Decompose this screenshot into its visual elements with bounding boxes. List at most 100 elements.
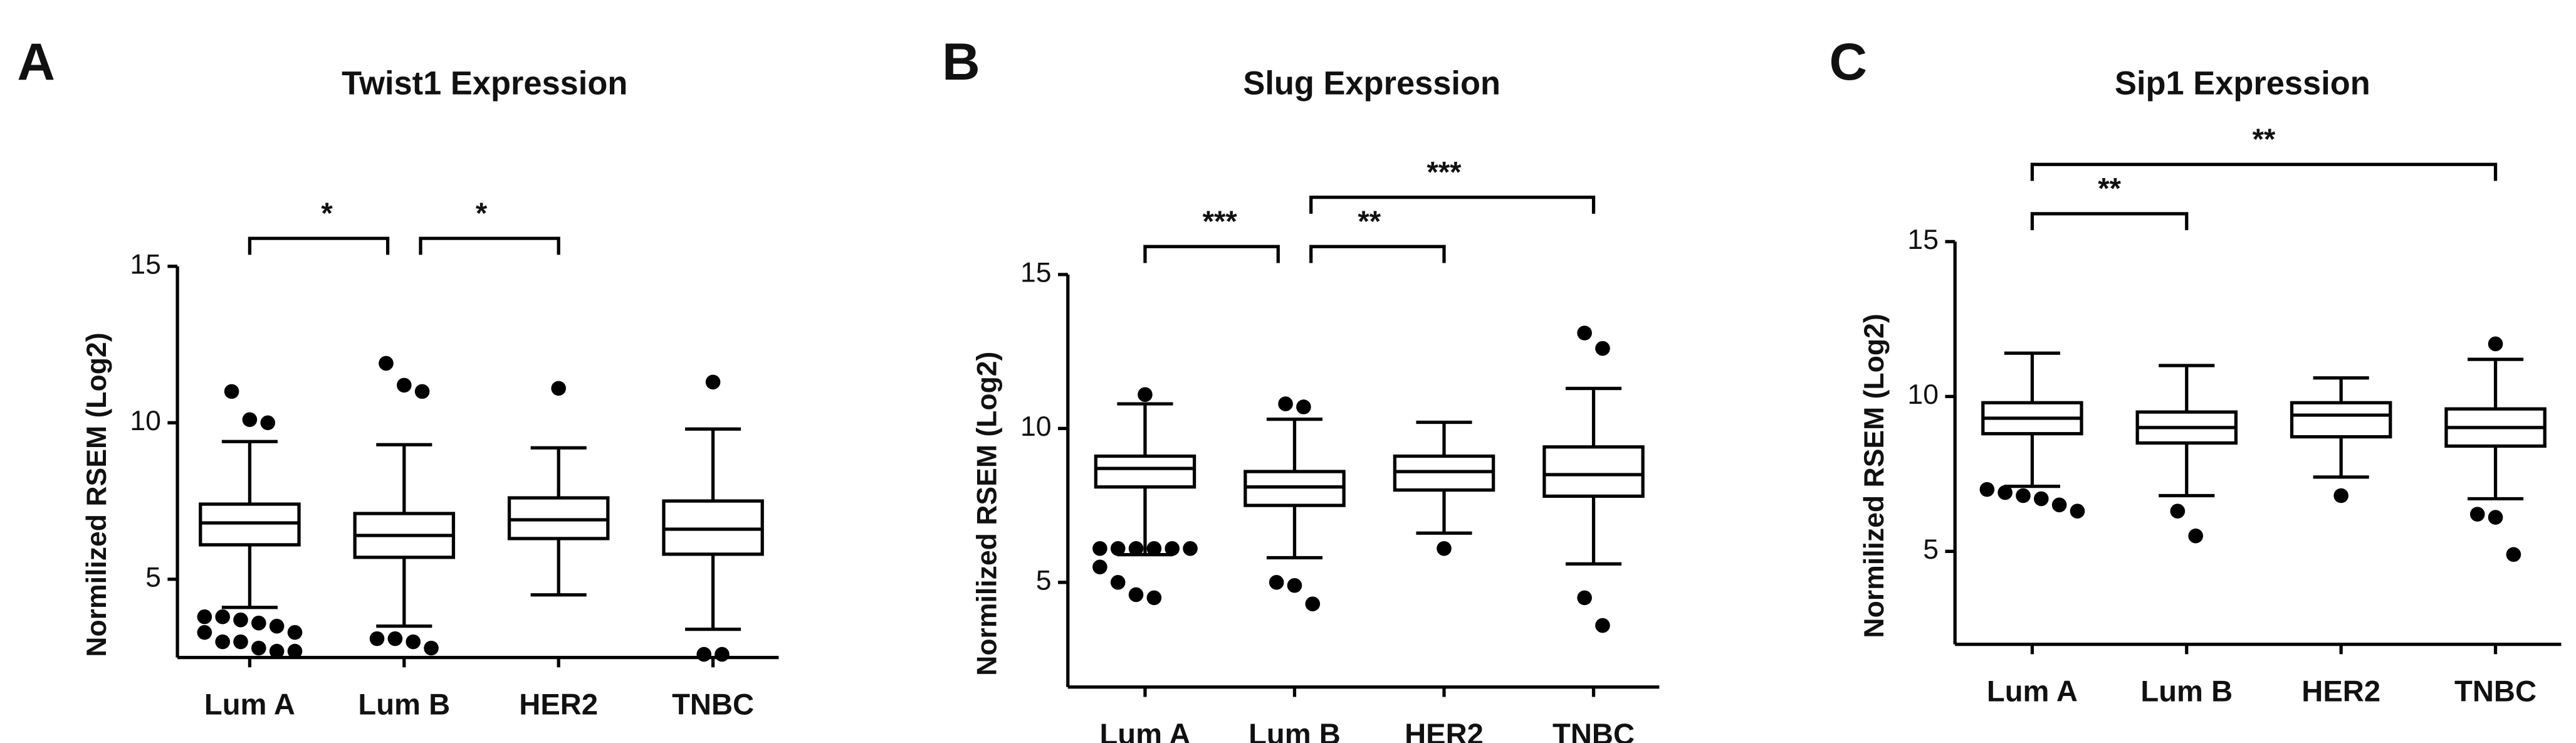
outlier	[1296, 399, 1311, 414]
outlier	[369, 631, 385, 646]
significance-bracket	[1309, 196, 1596, 214]
outlier	[233, 612, 248, 628]
outlier	[2488, 336, 2503, 352]
outlier	[1183, 541, 1198, 556]
y-tick-label: 15	[1020, 258, 1052, 288]
significance-label: *	[476, 196, 488, 229]
outlier	[397, 377, 412, 393]
outlier	[2488, 510, 2503, 525]
y-axis-label: Normilized RSEM (Log2)	[1859, 314, 1890, 638]
outlier	[715, 646, 730, 662]
outlier	[2070, 503, 2085, 519]
outlier	[406, 634, 421, 650]
y-tick-label: 10	[1907, 379, 1939, 410]
significance-bracket	[248, 236, 390, 255]
chart-title: Twist1 Expression	[342, 65, 627, 102]
outlier	[251, 640, 266, 656]
outlier	[260, 415, 276, 431]
outlier	[2170, 503, 2186, 519]
outlier	[1146, 541, 1162, 556]
significance-label: ***	[1427, 155, 1462, 188]
outlier	[1269, 575, 1284, 590]
y-tick-label: 15	[130, 250, 161, 280]
y-tick-label: 5	[1923, 534, 1939, 565]
y-tick-label: 10	[1020, 411, 1052, 442]
outlier	[2051, 497, 2067, 513]
box	[1542, 445, 1645, 498]
outlier	[269, 618, 285, 634]
y-tick-label: 5	[1036, 566, 1052, 596]
outlier	[1092, 559, 1107, 575]
y-tick-label: 15	[1907, 224, 1939, 255]
outlier	[1278, 396, 1293, 411]
x-tick-label: TNBC	[672, 688, 754, 721]
outlier	[1110, 541, 1126, 556]
outlier	[705, 374, 721, 390]
significance-bracket	[1143, 245, 1280, 263]
outlier	[287, 624, 303, 640]
outlier	[1437, 541, 1452, 556]
outlier	[1092, 541, 1107, 556]
significance-label: **	[1358, 204, 1381, 238]
chart-title: Sip1 Expression	[2115, 65, 2370, 102]
significance-label: **	[2253, 122, 2276, 155]
significance-label: **	[2098, 172, 2121, 205]
significance-bracket	[2030, 162, 2498, 181]
outlier	[215, 609, 230, 624]
outlier	[2469, 507, 2485, 522]
outlier	[215, 634, 230, 650]
significance-label: ***	[1203, 204, 1238, 238]
x-tick-label: HER2	[2301, 675, 2380, 708]
outlier	[197, 609, 212, 624]
outlier	[1287, 577, 1302, 593]
significance-label: *	[321, 196, 333, 229]
outlier	[551, 381, 566, 396]
outlier	[233, 634, 248, 650]
y-tick-label: 5	[145, 562, 161, 593]
outlier	[251, 615, 266, 631]
outlier	[1577, 325, 1592, 340]
significance-bracket	[2030, 212, 2189, 231]
outlier	[2034, 491, 2049, 507]
outlier	[1595, 618, 1610, 633]
outlier	[1110, 575, 1126, 590]
significance-bracket	[419, 236, 560, 255]
outlier	[2188, 528, 2203, 544]
outlier	[1595, 340, 1610, 356]
x-tick-label: Lum A	[204, 688, 295, 721]
x-tick-label: Lum A	[1987, 675, 2078, 708]
x-tick-label: Lum A	[1099, 717, 1190, 743]
outlier	[1165, 541, 1180, 556]
outlier	[2506, 547, 2521, 562]
outlier	[2016, 488, 2031, 503]
outlier	[414, 384, 430, 399]
panel-letter: C	[1830, 32, 1868, 91]
outlier	[1128, 541, 1144, 556]
outlier	[1577, 590, 1592, 606]
outlier	[269, 643, 285, 659]
box	[1094, 454, 1196, 489]
x-tick-label: Lum B	[1249, 717, 1341, 743]
outlier	[1138, 387, 1153, 403]
x-tick-label: Lum B	[2140, 675, 2233, 708]
x-tick-label: TNBC	[1552, 717, 1635, 743]
panel-letter: B	[942, 32, 980, 91]
outlier	[197, 624, 212, 640]
x-tick-label: HER2	[519, 688, 598, 721]
x-tick-label: Lum B	[358, 688, 450, 721]
outlier	[242, 412, 258, 428]
x-tick-label: HER2	[1405, 717, 1484, 743]
x-tick-label: TNBC	[2454, 675, 2537, 708]
outlier	[696, 646, 711, 662]
outlier	[1979, 482, 1995, 497]
outlier	[424, 640, 439, 656]
outlier	[379, 356, 394, 371]
significance-bracket	[1309, 245, 1446, 263]
outlier	[1146, 590, 1162, 606]
outlier	[1997, 485, 2013, 500]
outlier	[224, 384, 239, 399]
outlier	[2333, 488, 2348, 503]
box	[2290, 401, 2392, 439]
y-axis-label: Normilized RSEM (Log2)	[81, 332, 112, 656]
